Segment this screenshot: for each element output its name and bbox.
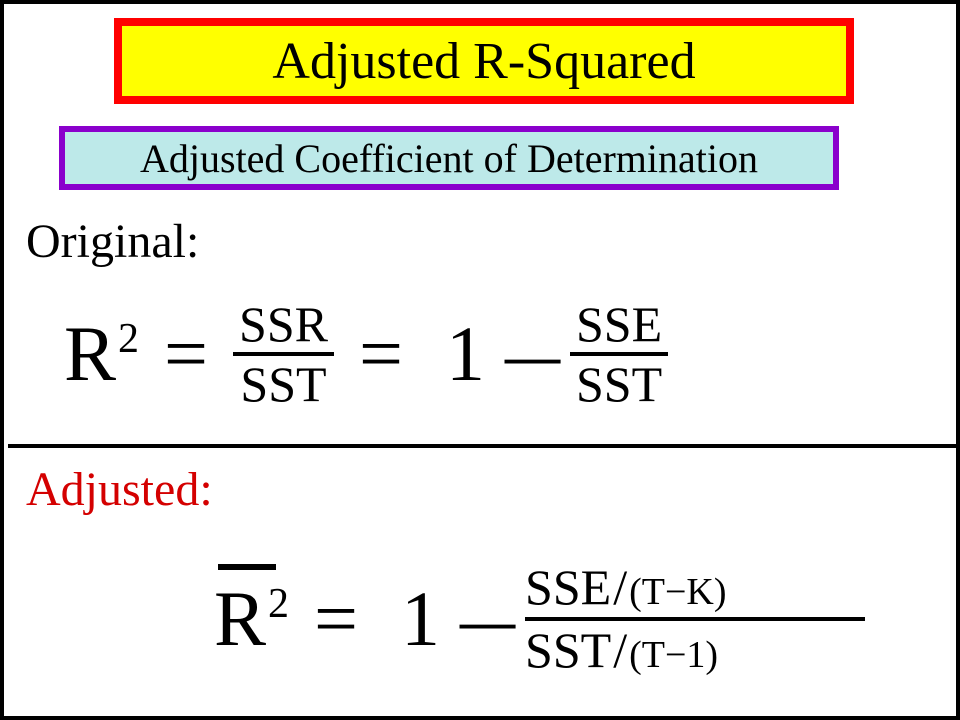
frac-sse-sst: SSE SST — [570, 298, 668, 411]
frac2-den: SST — [570, 356, 668, 411]
r-sup-2: 2 — [118, 316, 139, 362]
equals-3: = — [314, 574, 358, 664]
original-formula: R2 = SSR SST = 1 – SSE SST — [64, 279, 916, 429]
subtitle-text: Adjusted Coefficient of Determination — [140, 135, 758, 182]
minus-1: – — [505, 309, 560, 399]
adj-numerator: SSE/(T−K) — [525, 560, 726, 615]
adj-frac-line — [525, 617, 865, 621]
section-divider — [8, 444, 956, 448]
rbar-sup-2: 2 — [268, 581, 289, 627]
frac2-num: SSE — [570, 298, 668, 353]
frac1-num: SSR — [233, 298, 334, 353]
frac-adjusted: SSE/(T−K) SST/(T−1) — [525, 560, 865, 678]
title-box: Adjusted R-Squared — [114, 18, 854, 104]
frac1-den: SST — [234, 356, 332, 411]
one-2: 1 — [401, 574, 440, 664]
label-original: Original: — [26, 214, 199, 269]
frac-ssr-sst: SSR SST — [233, 298, 334, 411]
equals-2: = — [359, 309, 403, 399]
adj-denominator: SST/(T−1) — [525, 623, 718, 678]
adj-den-sst: SST — [525, 622, 611, 678]
r-symbol: R2 — [64, 309, 139, 399]
title-text: Adjusted R-Squared — [272, 32, 695, 91]
subtitle-box: Adjusted Coefficient of Determination — [59, 126, 839, 190]
adj-den-t1: (T−1) — [629, 634, 718, 676]
adjusted-formula: R2 = 1 – SSE/(T−K) SST/(T−1) — [214, 534, 926, 704]
adj-num-slash: / — [613, 559, 627, 615]
one-1: 1 — [446, 309, 485, 399]
rbar-overline — [218, 564, 276, 570]
r-letter: R — [64, 310, 116, 397]
adj-den-slash: / — [613, 622, 627, 678]
equals-1: = — [164, 309, 208, 399]
adj-num-sse: SSE — [525, 559, 611, 615]
minus-2: – — [460, 574, 515, 664]
rbar-letter: R — [214, 575, 266, 662]
label-adjusted: Adjusted: — [26, 462, 213, 517]
adj-num-tk: (T−K) — [629, 571, 726, 613]
rbar-symbol: R2 — [214, 574, 289, 664]
